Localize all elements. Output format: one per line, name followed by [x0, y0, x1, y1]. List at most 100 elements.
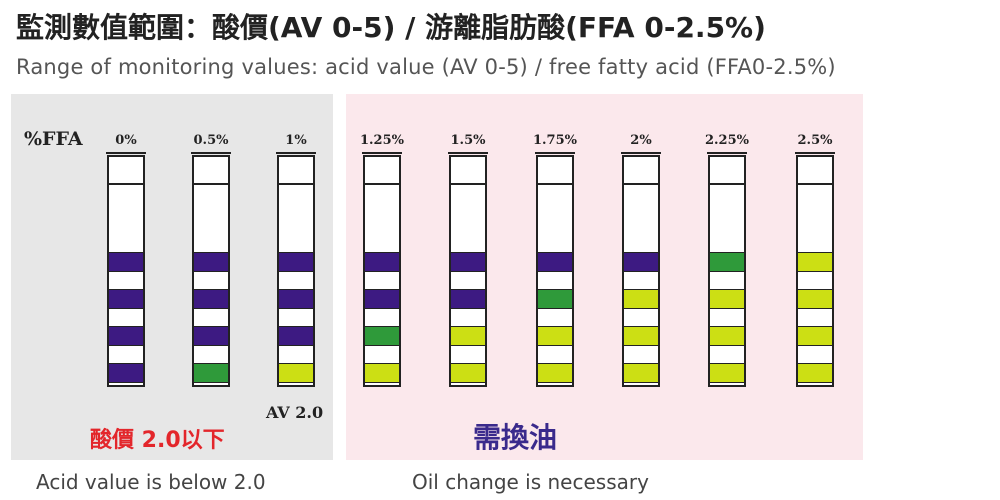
reagent-pad-yellow	[451, 363, 485, 383]
test-strip	[708, 155, 746, 387]
strip-blank-segment	[451, 309, 485, 326]
reagent-pad-purple	[451, 252, 485, 272]
strip-blank-segment	[798, 157, 832, 183]
strip-blank-segment	[194, 183, 228, 252]
strip-blank-segment	[624, 346, 658, 363]
strip-label-underline	[621, 152, 661, 154]
strip-blank-segment	[538, 183, 572, 252]
oil-change-panel	[346, 94, 863, 460]
strip-blank-segment	[624, 272, 658, 289]
strip-blank-segment	[710, 157, 744, 183]
reagent-pad-purple	[194, 289, 228, 309]
strip-label: 1.25%	[359, 133, 404, 148]
strip-blank-segment	[798, 183, 832, 252]
strip-blank-segment	[538, 157, 572, 183]
strip-blank-segment	[798, 346, 832, 363]
strip-blank-segment	[710, 309, 744, 326]
strip-label: 2.25%	[704, 133, 749, 148]
reagent-pad-yellow	[798, 252, 832, 272]
reagent-pad-purple	[109, 252, 143, 272]
strip-label-underline	[276, 152, 316, 154]
strip-blank-segment	[365, 309, 399, 326]
strip-label-underline	[448, 152, 488, 154]
reagent-pad-yellow	[365, 363, 399, 383]
strip-blank-segment	[365, 183, 399, 252]
reagent-pad-yellow	[710, 363, 744, 383]
reagent-pad-yellow	[624, 326, 658, 346]
strip-label-underline	[191, 152, 231, 154]
strip-blank-segment	[194, 309, 228, 326]
strip-blank-segment	[710, 272, 744, 289]
strip-label: 0%	[115, 133, 137, 148]
strip-blank-segment	[798, 272, 832, 289]
reagent-pad-purple	[538, 252, 572, 272]
strip-label: 2%	[630, 133, 652, 148]
strip-blank-segment	[279, 309, 313, 326]
test-strip	[796, 155, 834, 387]
strip-blank-segment	[194, 346, 228, 363]
strip-label-underline	[795, 152, 835, 154]
strip-label-underline	[535, 152, 575, 154]
strip-blank-segment	[798, 309, 832, 326]
reagent-pad-purple	[279, 252, 313, 272]
strip-blank-segment	[109, 346, 143, 363]
reagent-pad-yellow	[451, 326, 485, 346]
strip-blank-segment	[279, 157, 313, 183]
reagent-pad-purple	[279, 289, 313, 309]
reagent-pad-purple	[109, 326, 143, 346]
strip-blank-segment	[538, 309, 572, 326]
test-strip	[277, 155, 315, 387]
reagent-pad-purple	[624, 252, 658, 272]
safe-label-cn: 酸價 2.0以下	[90, 428, 225, 453]
test-strip	[363, 155, 401, 387]
strip-blank-segment	[365, 272, 399, 289]
strip-blank-segment	[710, 346, 744, 363]
reagent-pad-yellow	[538, 363, 572, 383]
reagent-pad-purple	[365, 252, 399, 272]
reagent-pad-yellow	[798, 326, 832, 346]
strip-blank-segment	[451, 157, 485, 183]
reagent-pad-purple	[109, 363, 143, 383]
reagent-pad-green	[194, 363, 228, 383]
strip-blank-segment	[365, 157, 399, 183]
strip-blank-segment	[451, 183, 485, 252]
page-subtitle: Range of monitoring values: acid value (…	[16, 55, 836, 79]
strip-blank-segment	[624, 309, 658, 326]
reagent-pad-yellow	[710, 289, 744, 309]
strip-label: 0.5%	[193, 133, 229, 148]
page-title: 監測數值範圍：酸價(AV 0-5) / 游離脂肪酸(FFA 0-2.5%)	[16, 11, 766, 44]
reagent-pad-yellow	[798, 289, 832, 309]
strip-label: 2.5%	[797, 133, 833, 148]
reagent-pad-yellow	[538, 326, 572, 346]
strip-blank-segment	[624, 157, 658, 183]
strip-blank-segment	[538, 346, 572, 363]
oil-change-label-en: Oil change is necessary	[412, 470, 649, 494]
reagent-pad-purple	[365, 289, 399, 309]
strip-label: 1.5%	[450, 133, 486, 148]
test-strip	[449, 155, 487, 387]
test-strip	[536, 155, 574, 387]
test-strip	[107, 155, 145, 387]
oil-change-label-cn: 需換油	[473, 421, 558, 454]
strip-label-underline	[707, 152, 747, 154]
test-strip	[192, 155, 230, 387]
strip-blank-segment	[365, 346, 399, 363]
strip-blank-segment	[109, 183, 143, 252]
reagent-pad-yellow	[279, 363, 313, 383]
strip-blank-segment	[451, 346, 485, 363]
strip-label: 1%	[285, 133, 307, 148]
reagent-pad-purple	[279, 326, 313, 346]
strip-label-underline	[106, 152, 146, 154]
reagent-pad-yellow	[624, 363, 658, 383]
reagent-pad-purple	[194, 326, 228, 346]
strip-blank-segment	[451, 272, 485, 289]
ffa-axis-label: %FFA	[24, 128, 83, 150]
strip-blank-segment	[194, 157, 228, 183]
strip-blank-segment	[194, 272, 228, 289]
reagent-pad-yellow	[798, 363, 832, 383]
strip-blank-segment	[538, 272, 572, 289]
reagent-pad-green	[538, 289, 572, 309]
strip-label-underline	[362, 152, 402, 154]
test-strip	[622, 155, 660, 387]
strip-blank-segment	[279, 183, 313, 252]
